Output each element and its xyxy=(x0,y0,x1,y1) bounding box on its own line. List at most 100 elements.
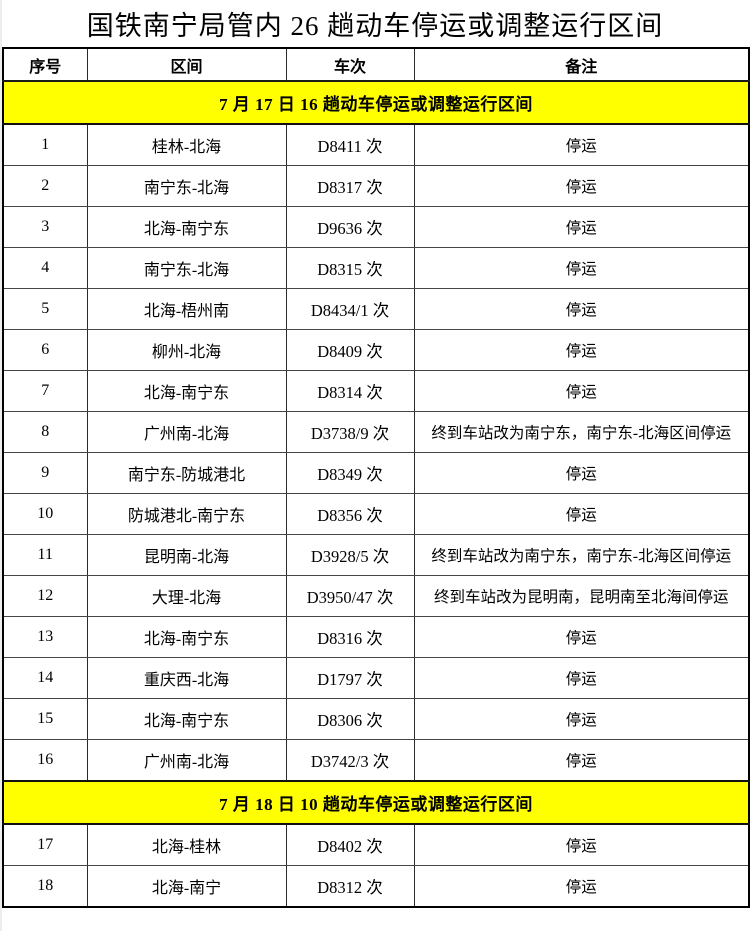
col-header-train: 车次 xyxy=(285,47,415,82)
table-row: 1 桂林-北海 D8411 次 停运 xyxy=(2,123,750,166)
cell-serial-number: 14 xyxy=(2,657,88,699)
cell-serial-number: 5 xyxy=(2,288,88,330)
table-row: 17 北海-桂林 D8402 次 停运 xyxy=(2,823,750,866)
cell-interval: 昆明南-北海 xyxy=(86,534,287,576)
table-row: 7 北海-南宁东 D8314 次 停运 xyxy=(2,370,750,412)
cell-remark: 停运 xyxy=(413,165,750,207)
cell-serial-number: 2 xyxy=(2,165,88,207)
cell-remark: 停运 xyxy=(413,206,750,248)
cell-train-number: D8314 次 xyxy=(285,370,415,412)
cell-interval: 北海-南宁东 xyxy=(86,206,287,248)
cell-interval: 南宁东-北海 xyxy=(86,165,287,207)
cell-serial-number: 11 xyxy=(2,534,88,576)
cell-interval: 柳州-北海 xyxy=(86,329,287,371)
section-banner: 7 月 17 日 16 趟动车停运或调整运行区间 xyxy=(3,80,749,125)
cell-remark: 停运 xyxy=(413,698,750,740)
table-row: 9 南宁东-防城港北 D8349 次 停运 xyxy=(2,452,750,494)
cell-train-number: D8434/1 次 xyxy=(285,288,415,330)
cell-train-number: D8349 次 xyxy=(285,452,415,494)
cell-remark: 停运 xyxy=(413,493,750,535)
table-row: 5 北海-梧州南 D8434/1 次 停运 xyxy=(2,288,750,330)
cell-train-number: D8316 次 xyxy=(285,616,415,658)
cell-serial-number: 16 xyxy=(2,739,88,782)
cell-interval: 广州南-北海 xyxy=(86,739,287,782)
cell-remark: 停运 xyxy=(413,123,750,166)
cell-train-number: D8306 次 xyxy=(285,698,415,740)
cell-remark: 停运 xyxy=(413,616,750,658)
table-row: 12 大理-北海 D3950/47 次 终到车站改为昆明南，昆明南至北海间停运 xyxy=(2,575,750,617)
table-row: 4 南宁东-北海 D8315 次 停运 xyxy=(2,247,750,289)
cell-interval: 南宁东-防城港北 xyxy=(86,452,287,494)
cell-train-number: D9636 次 xyxy=(285,206,415,248)
cell-remark: 终到车站改为南宁东，南宁东-北海区间停运 xyxy=(413,534,750,576)
col-header-interval: 区间 xyxy=(86,47,287,82)
cell-interval: 北海-南宁东 xyxy=(86,370,287,412)
cell-serial-number: 10 xyxy=(2,493,88,535)
table-row: 16 广州南-北海 D3742/3 次 停运 xyxy=(2,739,750,782)
cell-remark: 停运 xyxy=(413,288,750,330)
cell-serial-number: 9 xyxy=(2,452,88,494)
col-header-serial: 序号 xyxy=(2,47,88,82)
cell-interval: 北海-梧州南 xyxy=(86,288,287,330)
cell-train-number: D8411 次 xyxy=(285,123,415,166)
cell-interval: 防城港北-南宁东 xyxy=(86,493,287,535)
cell-serial-number: 8 xyxy=(2,411,88,453)
table-row: 3 北海-南宁东 D9636 次 停运 xyxy=(2,206,750,248)
section-banner-row: 7 月 18 日 10 趟动车停运或调整运行区间 xyxy=(3,780,749,825)
cell-train-number: D3738/9 次 xyxy=(285,411,415,453)
cell-train-number: D3950/47 次 xyxy=(285,575,415,617)
cell-train-number: D8409 次 xyxy=(285,329,415,371)
table-row: 8 广州南-北海 D3738/9 次 终到车站改为南宁东，南宁东-北海区间停运 xyxy=(2,411,750,453)
cell-interval: 南宁东-北海 xyxy=(86,247,287,289)
cell-remark: 停运 xyxy=(413,247,750,289)
cell-interval: 北海-南宁东 xyxy=(86,616,287,658)
cell-interval: 重庆西-北海 xyxy=(86,657,287,699)
table-row: 6 柳州-北海 D8409 次 停运 xyxy=(2,329,750,371)
cell-remark: 停运 xyxy=(413,823,750,866)
cell-interval: 北海-桂林 xyxy=(86,823,287,866)
cell-serial-number: 7 xyxy=(2,370,88,412)
table-header-row: 序号 区间 车次 备注 xyxy=(2,47,750,82)
cell-remark: 终到车站改为南宁东，南宁东-北海区间停运 xyxy=(413,411,750,453)
table-row: 10 防城港北-南宁东 D8356 次 停运 xyxy=(2,493,750,535)
cell-interval: 桂林-北海 xyxy=(86,123,287,166)
cell-remark: 停运 xyxy=(413,329,750,371)
col-header-remark: 备注 xyxy=(413,47,750,82)
cell-train-number: D8312 次 xyxy=(285,865,415,908)
table-row: 14 重庆西-北海 D1797 次 停运 xyxy=(2,657,750,699)
cell-serial-number: 6 xyxy=(2,329,88,371)
cell-serial-number: 3 xyxy=(2,206,88,248)
table-row: 2 南宁东-北海 D8317 次 停运 xyxy=(2,165,750,207)
section-banner: 7 月 18 日 10 趟动车停运或调整运行区间 xyxy=(3,780,749,825)
cell-serial-number: 15 xyxy=(2,698,88,740)
cell-train-number: D8402 次 xyxy=(285,823,415,866)
cell-interval: 广州南-北海 xyxy=(86,411,287,453)
table-row: 18 北海-南宁 D8312 次 停运 xyxy=(2,865,750,908)
cell-interval: 大理-北海 xyxy=(86,575,287,617)
train-suspension-table: 序号 区间 车次 备注 7 月 17 日 16 趟动车停运或调整运行区间 1 桂… xyxy=(2,47,750,908)
cell-train-number: D8317 次 xyxy=(285,165,415,207)
cell-serial-number: 4 xyxy=(2,247,88,289)
cell-serial-number: 1 xyxy=(2,123,88,166)
cell-interval: 北海-南宁东 xyxy=(86,698,287,740)
cell-serial-number: 17 xyxy=(2,823,88,866)
cell-interval: 北海-南宁 xyxy=(86,865,287,908)
cell-train-number: D1797 次 xyxy=(285,657,415,699)
table-row: 11 昆明南-北海 D3928/5 次 终到车站改为南宁东，南宁东-北海区间停运 xyxy=(2,534,750,576)
page-edge-artifact xyxy=(0,0,2,931)
cell-remark: 停运 xyxy=(413,865,750,908)
cell-serial-number: 18 xyxy=(2,865,88,908)
cell-train-number: D3928/5 次 xyxy=(285,534,415,576)
cell-remark: 停运 xyxy=(413,370,750,412)
cell-train-number: D8356 次 xyxy=(285,493,415,535)
page-title: 国铁南宁局管内 26 趟动车停运或调整运行区间 xyxy=(86,11,664,41)
cell-train-number: D3742/3 次 xyxy=(285,739,415,782)
cell-serial-number: 13 xyxy=(2,616,88,658)
table-row: 13 北海-南宁东 D8316 次 停运 xyxy=(2,616,750,658)
cell-remark: 停运 xyxy=(413,657,750,699)
cell-remark: 停运 xyxy=(413,739,750,782)
cell-remark: 停运 xyxy=(413,452,750,494)
section-banner-row: 7 月 17 日 16 趟动车停运或调整运行区间 xyxy=(3,80,749,125)
table-body: 7 月 17 日 16 趟动车停运或调整运行区间 1 桂林-北海 D8411 次… xyxy=(2,80,750,908)
cell-remark: 终到车站改为昆明南，昆明南至北海间停运 xyxy=(413,575,750,617)
